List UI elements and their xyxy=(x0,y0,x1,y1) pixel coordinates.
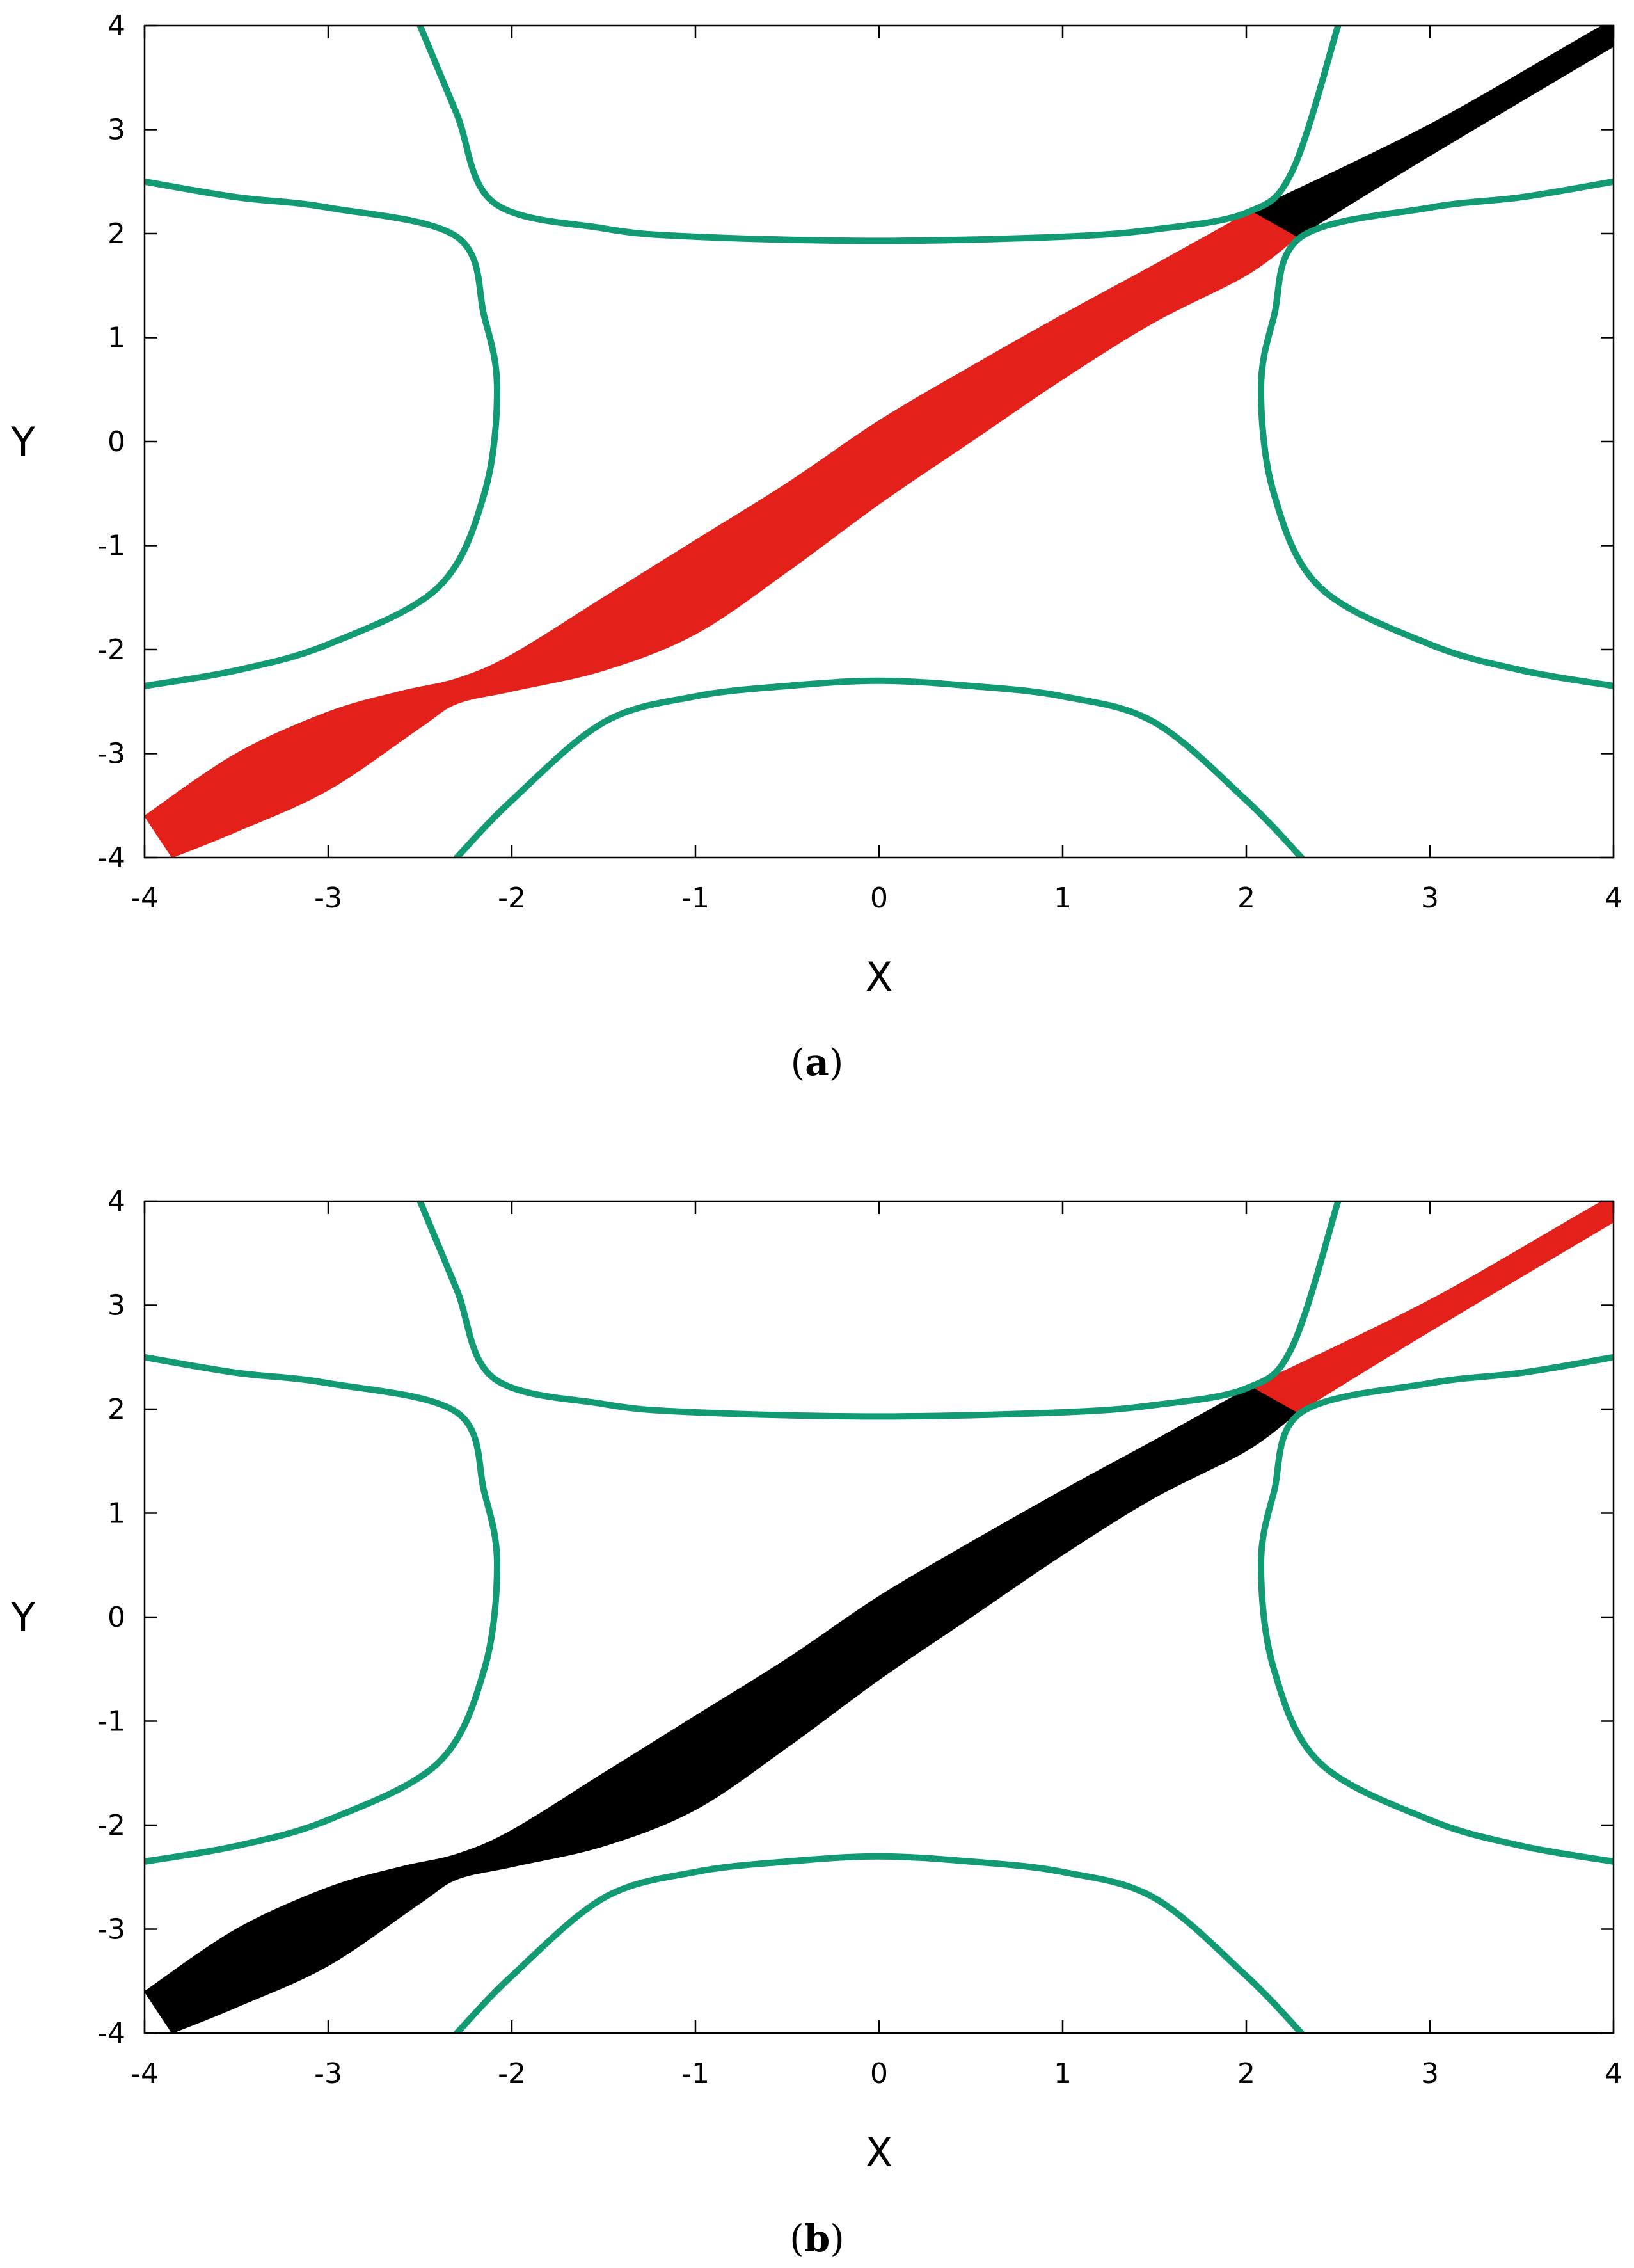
band-main xyxy=(145,1386,1299,2033)
y-tick-label: 4 xyxy=(107,1185,125,1218)
x-tick-label: 0 xyxy=(870,2057,888,2090)
x-axis-label: X xyxy=(866,2129,892,2176)
y-tick-label: 3 xyxy=(107,1290,125,1322)
y-tick-label: -1 xyxy=(97,530,125,563)
caption-b: (b) xyxy=(789,2217,845,2260)
curve-right xyxy=(1258,178,1614,689)
y-tick-label: -3 xyxy=(97,738,125,771)
curve-bottom xyxy=(453,677,1305,858)
panel-b: -4 -3 -2 -1 0 1 2 3 4 -4 -3 -2 -1 0 1 2 3 4 X Y xyxy=(10,1185,1622,2176)
x-tick-label: -3 xyxy=(314,2057,342,2090)
x-tick-label: -1 xyxy=(681,882,710,914)
y-tick-label: 0 xyxy=(107,426,125,458)
x-tick-label: -4 xyxy=(131,2057,159,2090)
x-tick-label: -1 xyxy=(681,2057,710,2090)
x-tick-label: -2 xyxy=(498,2057,526,2090)
panel-a: -4 -3 -2 -1 0 1 2 3 4 -4 -3 -2 -1 0 1 2 3 4 X Y xyxy=(10,10,1622,1000)
plot-area xyxy=(145,26,1614,858)
y-tick-label: -2 xyxy=(97,1809,125,1842)
y-tick-label: -1 xyxy=(97,1705,125,1738)
y-tick-label: 4 xyxy=(107,10,125,42)
x-tick-label: 3 xyxy=(1421,2057,1439,2090)
y-tick-label: 0 xyxy=(107,1601,125,1634)
plot-area xyxy=(145,1201,1614,2033)
y-tick-label: 2 xyxy=(107,1393,125,1426)
x-tick-label: 2 xyxy=(1237,2057,1255,2090)
y-tick-label: 3 xyxy=(107,114,125,147)
caption-b-letter: b xyxy=(804,2217,830,2260)
curve-left xyxy=(145,1354,500,1865)
caption-b-close: ) xyxy=(830,2217,845,2260)
band-tail xyxy=(1250,1201,1614,1413)
curve-right xyxy=(1258,1354,1614,1865)
x-axis-label: X xyxy=(866,954,892,1000)
y-tick-label: -3 xyxy=(97,1913,125,1946)
x-tick-label: 1 xyxy=(1054,2057,1072,2090)
y-tick-label: -4 xyxy=(97,842,125,874)
curve-bottom xyxy=(453,1853,1305,2033)
x-tick-label: 1 xyxy=(1054,882,1072,914)
caption-b-open: ( xyxy=(789,2217,804,2260)
y-axis-label: Y xyxy=(10,1594,35,1641)
x-tick-label: -4 xyxy=(131,882,159,914)
curve-top xyxy=(416,26,1342,244)
caption-a: (a) xyxy=(791,1041,844,1084)
y-tick-label: -2 xyxy=(97,634,125,666)
x-tick-label: 2 xyxy=(1237,882,1255,914)
x-tick-label: 0 xyxy=(870,882,888,914)
caption-a-close: ) xyxy=(829,1041,844,1084)
x-tick-label: 3 xyxy=(1421,882,1439,914)
y-tick-label: -4 xyxy=(97,2017,125,2050)
y-tick-label: 1 xyxy=(107,322,125,355)
x-tick-label: 4 xyxy=(1605,2057,1622,2090)
band-tail xyxy=(1250,26,1614,237)
caption-a-open: ( xyxy=(791,1041,805,1084)
x-tick-label: -2 xyxy=(498,882,526,914)
x-tick-label: -3 xyxy=(314,882,342,914)
caption-a-letter: a xyxy=(805,1041,829,1084)
x-tick-label: 4 xyxy=(1605,882,1622,914)
y-axis-label: Y xyxy=(10,419,35,465)
band-main xyxy=(145,210,1299,858)
curve-left xyxy=(145,178,500,689)
curve-top xyxy=(416,1201,1342,1420)
y-tick-label: 1 xyxy=(107,1497,125,1530)
y-tick-label: 2 xyxy=(107,218,125,250)
